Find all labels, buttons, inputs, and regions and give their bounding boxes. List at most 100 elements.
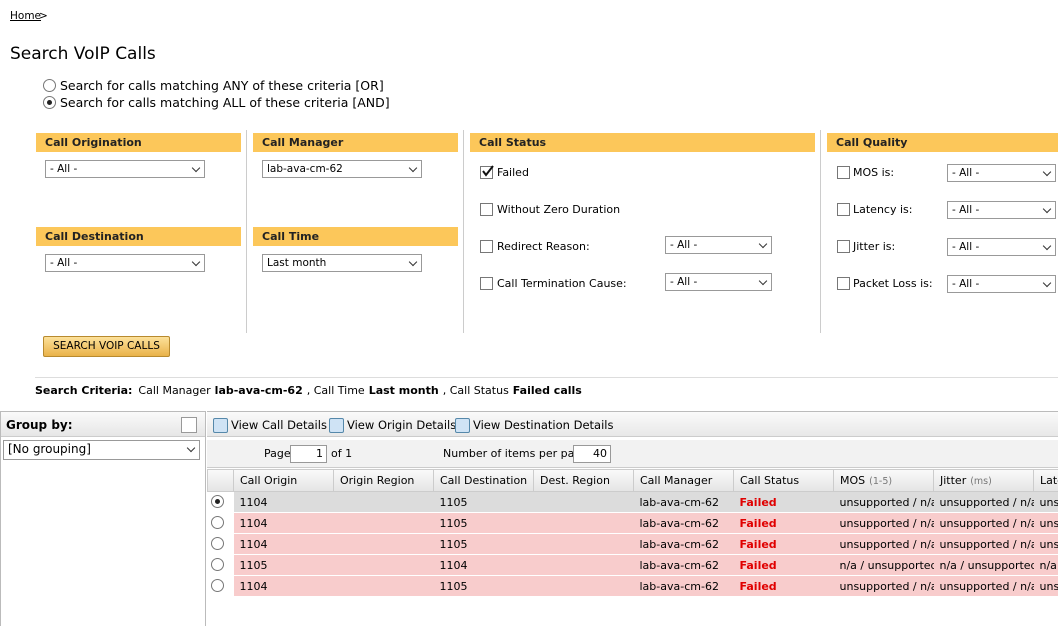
criteria-part: Failed calls xyxy=(512,384,582,397)
select-cell xyxy=(207,512,234,534)
toolbar-button[interactable]: View Call Details xyxy=(231,418,327,432)
column-header[interactable]: Jitter (ms) xyxy=(933,469,1034,492)
cell xyxy=(534,576,634,597)
dropdown[interactable]: - All - xyxy=(45,160,205,178)
checkbox[interactable] xyxy=(480,277,493,290)
items-label: Number of items per page: xyxy=(443,447,592,460)
table-row[interactable]: 1104 1105 lab-ava-cm-62 Failed unsupported /… xyxy=(207,533,1058,555)
toolbar-button[interactable]: View Origin Details xyxy=(347,418,457,432)
checkbox[interactable] xyxy=(837,166,850,179)
items-input[interactable]: 40 xyxy=(573,445,611,463)
cell: unsupported / n/a xyxy=(1039,579,1058,593)
checkbox[interactable] xyxy=(837,277,850,290)
column-name: Call Manager xyxy=(640,474,713,487)
row-radio[interactable] xyxy=(210,579,224,592)
separator xyxy=(463,130,464,333)
radio[interactable] xyxy=(43,96,56,109)
column-header[interactable]: Call Manager xyxy=(633,469,734,492)
breadcrumb-home[interactable]: Home xyxy=(10,10,42,22)
pager-of: of 1 xyxy=(331,447,353,460)
cell: 1104 xyxy=(239,537,268,551)
cell: unsupported / n/a xyxy=(1039,495,1058,509)
row-radio[interactable] xyxy=(210,558,224,571)
radio-label[interactable]: Search for calls matching ALL of these c… xyxy=(60,95,390,110)
toolbar xyxy=(207,411,1058,437)
row-radio[interactable] xyxy=(210,537,224,550)
dropdown[interactable]: - All - xyxy=(947,201,1056,219)
group-panel xyxy=(0,411,206,626)
checkbox[interactable] xyxy=(480,203,493,216)
column-header[interactable]: Call Destination xyxy=(433,469,534,492)
toolbar-icon xyxy=(329,418,344,433)
dropdown[interactable]: - All - xyxy=(45,254,205,272)
table-row[interactable]: 1105 1104 lab-ava-cm-62 Failed n/a / unsuppo… xyxy=(207,554,1058,576)
cell: Failed xyxy=(739,495,777,509)
radio[interactable] xyxy=(43,79,56,92)
column-header[interactable]: Origin Region xyxy=(333,469,434,492)
dropdown[interactable]: Last month xyxy=(262,254,422,272)
toolbar-button[interactable]: View Destination Details xyxy=(473,418,614,432)
cell: 1104 xyxy=(439,558,468,572)
radio-label[interactable]: Search for calls matching ANY of these c… xyxy=(60,78,384,93)
cell: unsupported / n/a xyxy=(939,579,1034,593)
checkbox[interactable] xyxy=(837,240,850,253)
search-criteria: Search Criteria: Call Manager lab-ava-cm-6… xyxy=(35,384,586,397)
row-radio[interactable] xyxy=(210,495,224,508)
cell: Failed xyxy=(739,558,777,572)
criteria-part: , Call Status xyxy=(442,384,509,397)
criteria-part: , Call Time xyxy=(306,384,365,397)
checkbox[interactable] xyxy=(480,165,494,179)
group-dropdown[interactable]: [No grouping] xyxy=(3,440,200,460)
cell: 1104 xyxy=(239,579,268,593)
cell: 1105 xyxy=(239,558,268,572)
column-header[interactable]: Latency xyxy=(1033,469,1058,492)
column-header[interactable]: Call Origin xyxy=(233,469,334,492)
column-unit: (1-5) xyxy=(869,476,893,487)
column-name: Dest. Region xyxy=(540,474,610,487)
page-input[interactable]: 1 xyxy=(290,445,327,463)
select-cell xyxy=(207,491,234,513)
checkbox-label: Call Termination Cause: xyxy=(497,277,627,290)
column-header[interactable]: MOS (1-5) xyxy=(833,469,934,492)
filter-header: Call Origination xyxy=(36,133,241,152)
collapse-button[interactable] xyxy=(181,417,197,433)
select-cell xyxy=(207,554,234,576)
column-name: Latency xyxy=(1040,474,1058,487)
cell xyxy=(334,534,434,555)
check-mark xyxy=(482,165,494,177)
dropdown[interactable]: - All - xyxy=(947,238,1056,256)
row-radio[interactable] xyxy=(210,516,224,529)
filter-header: Call Manager xyxy=(253,133,458,152)
table-row[interactable]: 1104 1105 lab-ava-cm-62 Failed unsupported /… xyxy=(207,491,1058,513)
dropdown[interactable]: - All - xyxy=(665,236,772,254)
cell: 1104 xyxy=(239,516,268,530)
select-cell xyxy=(207,533,234,555)
dropdown[interactable]: - All - xyxy=(947,275,1056,293)
dropdown[interactable]: lab-ava-cm-62 xyxy=(262,160,422,178)
column-header[interactable]: Dest. Region xyxy=(533,469,634,492)
cell xyxy=(334,492,434,513)
toolbar-icon xyxy=(213,418,228,433)
dropdown[interactable]: - All - xyxy=(665,273,772,291)
search-button[interactable]: SEARCH VOIP CALLS xyxy=(43,336,170,357)
filter-header: Call Quality xyxy=(827,133,1058,152)
dropdown[interactable]: - All - xyxy=(947,164,1056,182)
checkbox-label: Jitter is: xyxy=(853,240,896,253)
group-title: Group by: xyxy=(6,418,73,432)
cell: lab-ava-cm-62 xyxy=(639,495,719,509)
cell xyxy=(534,492,634,513)
checkbox-label: Failed xyxy=(497,166,529,179)
pager-label: Page xyxy=(264,447,291,460)
column-header[interactable]: Call Status xyxy=(733,469,834,492)
filter-header: Call Time xyxy=(253,227,458,246)
checkbox[interactable] xyxy=(837,203,850,216)
table-row[interactable]: 1104 1105 lab-ava-cm-62 Failed unsupported /… xyxy=(207,512,1058,534)
divider xyxy=(35,377,1058,378)
checkbox-label: Packet Loss is: xyxy=(853,277,933,290)
table-row[interactable]: 1104 1105 lab-ava-cm-62 Failed unsupported /… xyxy=(207,575,1058,597)
checkbox[interactable] xyxy=(480,240,493,253)
cell: unsupported / n/a xyxy=(839,495,934,509)
cell: n/a / unsupported xyxy=(939,558,1034,572)
cell: unsupported / n/a xyxy=(839,579,934,593)
